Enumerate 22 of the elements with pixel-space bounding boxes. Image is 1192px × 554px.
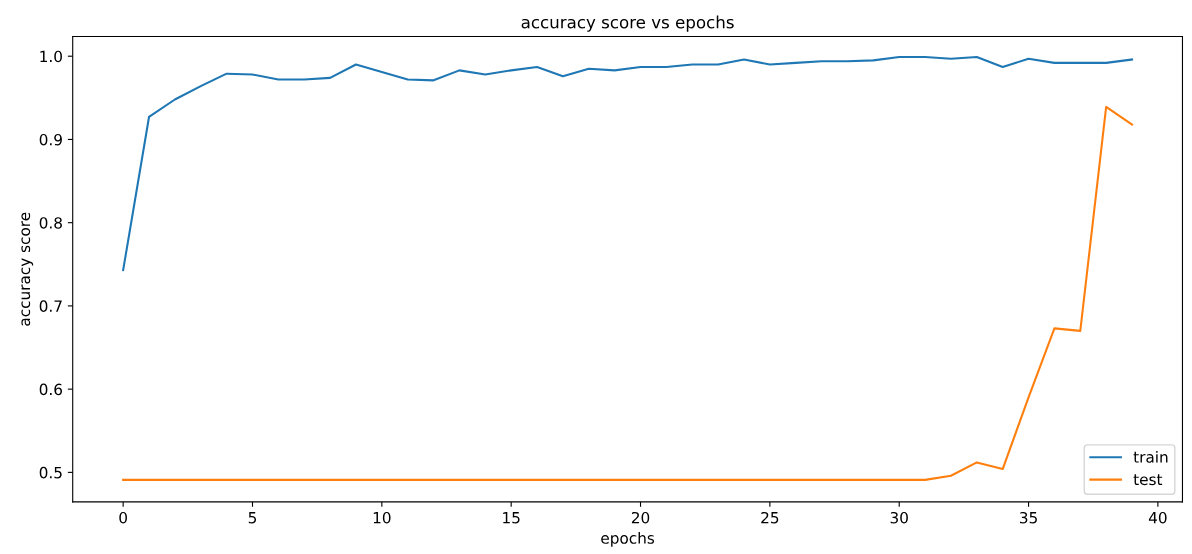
x-tick-label: 15 bbox=[503, 512, 520, 524]
x-tick-label: 30 bbox=[890, 511, 908, 524]
legend-label: train bbox=[1133, 450, 1168, 463]
x-axis-title: epochs bbox=[601, 531, 655, 547]
x-tick-label: 20 bbox=[631, 511, 650, 524]
line-series bbox=[122, 105, 1134, 481]
x-tick-label: 40 bbox=[1148, 511, 1167, 524]
chart-title: accuracy score vs epochs bbox=[521, 15, 734, 32]
legend-label: test bbox=[1133, 474, 1163, 486]
x-tick-label: 5 bbox=[248, 512, 257, 524]
y-axis-title: accuracy score bbox=[21, 212, 34, 326]
x-tick-label: 25 bbox=[761, 511, 779, 524]
line-series bbox=[122, 56, 1134, 272]
y-tick-label: 0.9 bbox=[39, 133, 62, 146]
y-tick-label: 0.5 bbox=[39, 466, 62, 479]
y-tick-label: 1.0 bbox=[40, 50, 62, 63]
y-tick-label: 0.7 bbox=[39, 300, 62, 312]
x-tick-label: 10 bbox=[373, 511, 391, 524]
y-tick-label: 0.6 bbox=[39, 383, 63, 396]
y-tick-label: 0.8 bbox=[39, 217, 62, 229]
x-tick-label: 0 bbox=[119, 511, 127, 524]
x-tick-label: 35 bbox=[1019, 511, 1037, 524]
